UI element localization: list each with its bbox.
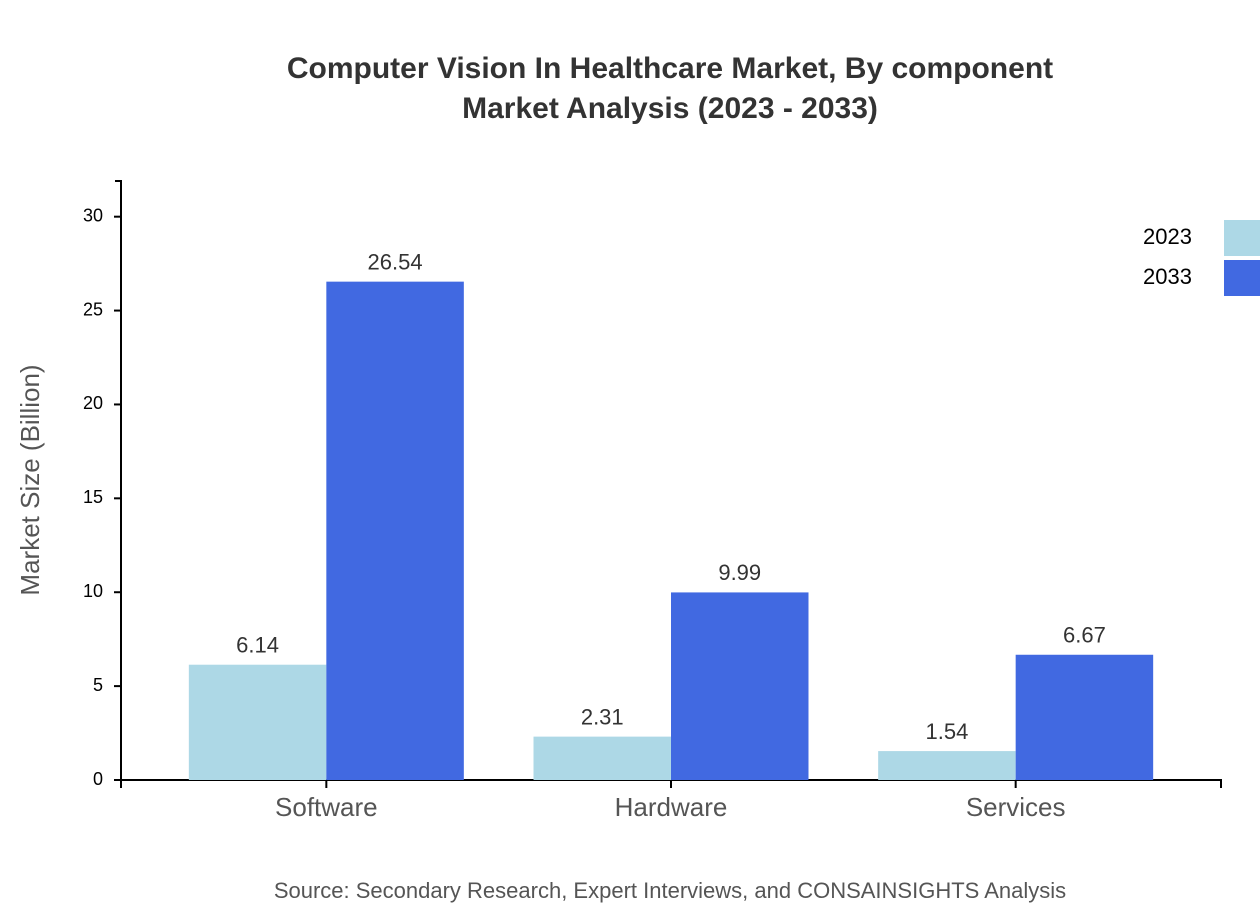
bar	[533, 736, 671, 780]
y-tick-label: 0	[93, 769, 103, 789]
source-note: Source: Secondary Research, Expert Inter…	[274, 878, 1066, 903]
legend-swatch	[1224, 260, 1260, 296]
x-tick-label: Services	[966, 792, 1066, 822]
legend-swatch	[1224, 220, 1260, 256]
bar	[188, 664, 327, 780]
value-label: 9.99	[718, 560, 761, 585]
y-tick-label: 15	[83, 487, 103, 507]
x-tick-label: Software	[275, 792, 378, 822]
bar	[671, 592, 809, 780]
bar	[1015, 654, 1154, 780]
chart-title: Computer Vision In Healthcare Market, By…	[287, 52, 1053, 85]
y-axis	[115, 180, 122, 781]
value-label: 6.67	[1063, 623, 1106, 648]
value-label: 1.54	[926, 719, 969, 744]
y-axis-label: Market Size (Billion)	[15, 364, 45, 595]
x-tick-label: Hardware	[615, 792, 728, 822]
y-tick-label: 30	[83, 205, 103, 225]
legend-label: 2023	[1143, 224, 1192, 249]
y-tick-label: 5	[93, 675, 103, 695]
value-label: 26.54	[368, 249, 423, 274]
legend-label: 2033	[1143, 264, 1192, 289]
y-tick-label: 20	[83, 393, 103, 413]
bar	[878, 751, 1016, 780]
bar	[326, 281, 464, 780]
value-label: 2.31	[581, 704, 624, 729]
y-tick-label: 10	[83, 581, 103, 601]
value-label: 6.14	[236, 633, 279, 658]
chart-subtitle: Market Analysis (2023 - 2033)	[462, 92, 878, 125]
y-tick-label: 25	[83, 299, 103, 319]
